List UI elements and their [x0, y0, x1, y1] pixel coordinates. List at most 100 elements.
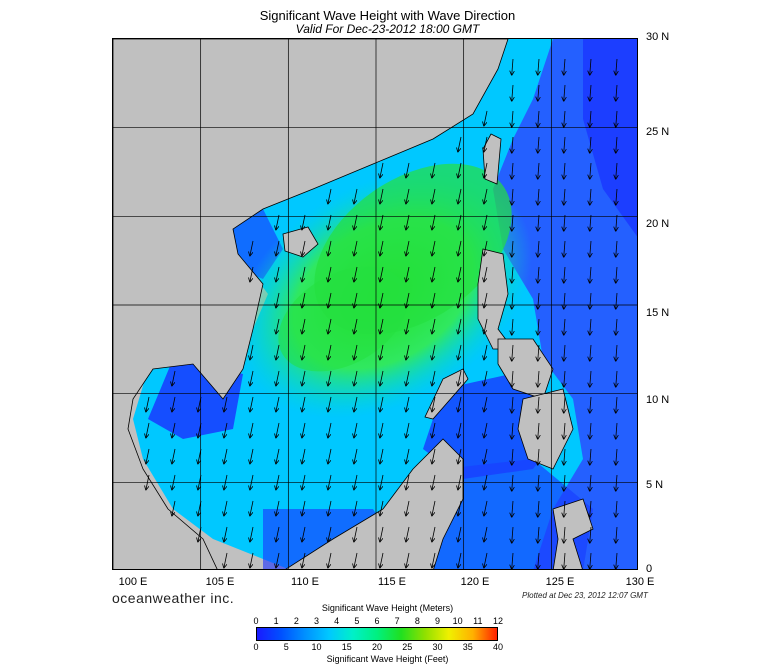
wave-direction-arrow [512, 292, 513, 309]
wave-direction-arrow [538, 266, 539, 283]
wave-direction-arrow [484, 526, 488, 542]
wave-direction-arrow [302, 344, 306, 360]
colorbar-meters-tick: 5 [354, 616, 360, 626]
colorbar-meters-title: Significant Wave Height (Meters) [321, 603, 454, 613]
wave-direction-arrow [616, 240, 617, 257]
wave-direction-arrow [406, 370, 410, 386]
wave-direction-arrow [146, 448, 150, 464]
wave-direction-arrow [276, 448, 280, 464]
wave-direction-arrow [302, 214, 306, 230]
wave-direction-arrow [354, 292, 358, 308]
wave-direction-arrow [512, 214, 513, 231]
colorbar-meters-tick: 6 [374, 616, 380, 626]
wave-direction-arrow [354, 266, 358, 282]
wave-direction-arrow [276, 422, 280, 438]
colorbar-feet-title: Significant Wave Height (Feet) [326, 654, 449, 664]
wave-direction-arrow [484, 552, 488, 568]
colorbar-meters-tick: 1 [273, 616, 279, 626]
wave-direction-arrow [564, 344, 565, 361]
wave-direction-arrow [564, 396, 565, 413]
wave-direction-arrow [432, 500, 436, 516]
wave-direction-arrow [484, 344, 488, 360]
wave-direction-arrow [484, 500, 488, 516]
wave-direction-arrow [458, 162, 462, 178]
wave-direction-arrow [512, 448, 513, 465]
wave-direction-arrow [564, 448, 565, 465]
wave-direction-arrow [564, 162, 565, 179]
wave-direction-arrow [590, 136, 591, 153]
wave-direction-arrow [616, 552, 617, 569]
wave-direction-arrow [458, 318, 462, 334]
wave-direction-arrow [328, 240, 332, 256]
wave-direction-arrow [564, 370, 565, 387]
map-subtitle: Valid For Dec-23-2012 18:00 GMT [295, 22, 480, 36]
wave-direction-arrow [224, 552, 228, 568]
wave-direction-arrow [406, 448, 410, 464]
wave-direction-arrow [538, 396, 539, 413]
wave-direction-arrow [224, 474, 228, 490]
wave-direction-arrow [432, 162, 436, 178]
colorbar-meters-tick: 2 [293, 616, 299, 626]
wave-direction-arrow [484, 370, 488, 386]
wave-direction-arrow [250, 266, 254, 282]
wave-direction-arrow [328, 500, 332, 516]
colorbar-meters-tick: 7 [394, 616, 400, 626]
wave-direction-arrow [590, 448, 591, 465]
wave-direction-arrow [564, 136, 565, 153]
wave-direction-arrow [276, 500, 280, 516]
wave-direction-arrow [484, 110, 488, 126]
wave-direction-arrow [328, 474, 332, 490]
wave-direction-arrow [380, 344, 384, 360]
wave-direction-arrow [380, 526, 384, 542]
wave-direction-arrow [250, 344, 254, 360]
wave-direction-arrow [328, 318, 332, 334]
wave-direction-arrow [250, 448, 254, 464]
wave-direction-arrows [146, 58, 617, 569]
wave-direction-arrow [276, 318, 280, 334]
colorbar-meters-tick: 10 [452, 616, 463, 626]
wave-direction-arrow [484, 266, 488, 282]
wave-direction-arrow [538, 58, 539, 75]
lat-label-10n: 10 N [646, 394, 670, 406]
wave-direction-arrow [224, 526, 228, 542]
colorbar-feet-tick: 15 [341, 642, 352, 652]
wave-direction-arrow [564, 214, 565, 231]
wave-direction-arrow [406, 422, 410, 438]
wave-direction-arrow [590, 526, 591, 543]
wave-direction-arrow [564, 266, 565, 283]
wave-direction-arrow [276, 344, 280, 360]
wave-direction-arrow [406, 396, 410, 412]
map-canvas [113, 39, 637, 569]
wave-direction-arrow [512, 318, 513, 335]
wave-direction-arrow [354, 344, 358, 360]
wave-direction-arrow [302, 448, 306, 464]
wave-direction-arrow [484, 136, 488, 152]
wave-direction-arrow [406, 500, 410, 516]
wave-direction-arrow [590, 240, 591, 257]
wave-direction-arrow [616, 422, 617, 439]
wave-direction-arrow [538, 84, 539, 101]
wave-direction-arrow [616, 396, 617, 413]
wave-direction-arrow [564, 474, 565, 491]
wave-direction-arrow [458, 292, 462, 308]
wave-direction-arrow [458, 136, 462, 152]
wave-direction-arrow [512, 240, 513, 257]
wave-direction-arrow [616, 500, 617, 517]
wave-direction-arrow [590, 292, 591, 309]
wave-direction-arrow [380, 266, 384, 282]
wave-direction-arrow [328, 552, 332, 568]
wave-direction-arrow [616, 344, 617, 361]
wave-direction-arrow [224, 396, 228, 412]
wave-direction-arrow [380, 318, 384, 334]
lon-label-115e: 115 E [378, 576, 406, 588]
colorbar-feet-tick: 40 [492, 642, 504, 652]
wave-direction-arrow [512, 370, 513, 387]
wave-direction-arrow [328, 344, 332, 360]
wave-direction-arrow [432, 526, 436, 542]
wave-direction-arrow [538, 188, 539, 205]
wave-direction-arrow [590, 214, 591, 231]
wave-direction-arrow [512, 84, 513, 101]
lat-label-15n: 15 N [646, 307, 670, 319]
wave-direction-arrow [512, 110, 513, 127]
wave-direction-arrow [406, 552, 410, 568]
